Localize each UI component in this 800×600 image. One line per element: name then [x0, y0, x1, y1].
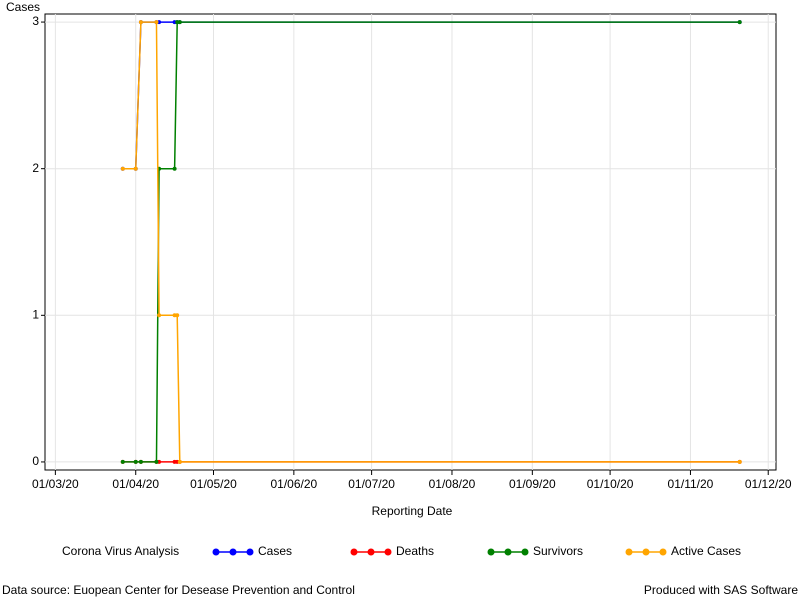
legend-label: Active Cases: [671, 544, 741, 558]
x-tick-label: 01/03/20: [32, 477, 79, 491]
data-point: [120, 166, 125, 171]
footnote-right: Produced with SAS Software: [644, 583, 798, 597]
series-line: [122, 21, 740, 463]
legend-marker: [212, 548, 220, 556]
y-tick-label: 0: [32, 454, 39, 468]
x-tick-label: 01/11/20: [668, 477, 714, 491]
legend-marker: [642, 548, 650, 556]
series-line: [122, 21, 740, 170]
legend-marker: [350, 548, 358, 556]
legend-marker: [246, 548, 254, 556]
legend-marker: [229, 548, 237, 556]
y-tick-label: 3: [32, 14, 39, 28]
legend-marker: [487, 548, 495, 556]
legend-label: Survivors: [533, 544, 583, 558]
data-point: [157, 313, 162, 318]
data-point: [737, 459, 742, 464]
legend-marker: [659, 548, 667, 556]
data-point: [133, 166, 138, 171]
x-tick-label: 01/07/20: [348, 477, 395, 491]
legend-label: Cases: [258, 544, 292, 558]
legend-marker: [521, 548, 529, 556]
y-tick-label: 1: [32, 307, 39, 321]
data-point: [154, 20, 159, 25]
legend-marker: [625, 548, 633, 556]
x-axis-label: Reporting Date: [371, 504, 453, 518]
legend-marker: [367, 548, 375, 556]
series-line: [122, 21, 740, 463]
footnote-left: Data source: Euopean Center for Desease …: [2, 583, 355, 597]
x-tick-label: 01/12/20: [745, 477, 792, 491]
data-point: [138, 459, 143, 464]
x-tick-label: 01/10/20: [587, 477, 634, 491]
data-point: [133, 459, 138, 464]
data-point: [154, 459, 159, 464]
data-point: [175, 313, 180, 318]
y-axis-label: Cases: [6, 0, 40, 14]
data-point: [172, 166, 177, 171]
data-point: [177, 20, 182, 25]
x-tick-label: 01/06/20: [270, 477, 317, 491]
plot-frame: [44, 13, 777, 471]
legend-label: Deaths: [396, 544, 434, 558]
data-point: [120, 459, 125, 464]
x-tick-label: 01/08/20: [429, 477, 476, 491]
data-point: [138, 20, 143, 25]
x-tick-label: 01/09/20: [509, 477, 556, 491]
data-point: [737, 20, 742, 25]
x-tick-label: 01/04/20: [112, 477, 159, 491]
legend-title: Corona Virus Analysis: [62, 544, 179, 558]
legend-marker: [384, 548, 392, 556]
y-tick-label: 2: [32, 161, 39, 175]
data-point: [177, 459, 182, 464]
legend-marker: [504, 548, 512, 556]
x-tick-label: 01/05/20: [190, 477, 237, 491]
